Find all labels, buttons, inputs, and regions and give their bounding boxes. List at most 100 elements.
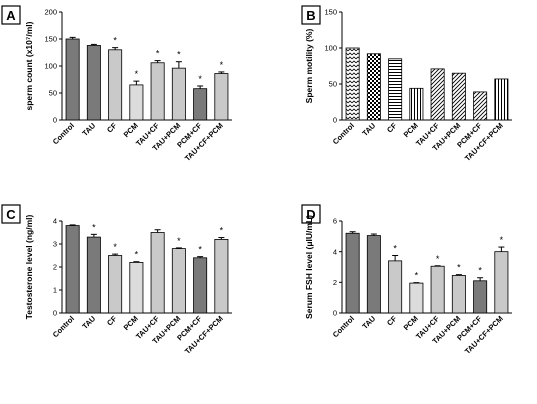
- x-tick-label: CF: [385, 314, 399, 328]
- x-tick-label: Control: [51, 121, 76, 146]
- significance-marker: *: [113, 242, 117, 252]
- y-tick-label: 1: [53, 286, 57, 295]
- x-tick-label: Control: [331, 121, 356, 146]
- bar: [451, 72, 466, 121]
- bar: [345, 47, 360, 121]
- panel-label-box: [1, 204, 21, 224]
- y-axis-label: Sperm motility (%): [304, 29, 314, 104]
- x-tick-label: TAU: [360, 121, 377, 138]
- x-tick-label: TAU: [360, 314, 377, 331]
- x-tick-label: PCM: [402, 314, 420, 332]
- x-tick-label: CF: [105, 121, 119, 135]
- y-tick-label: 2: [53, 263, 57, 272]
- bar: [150, 232, 165, 314]
- panel-label: A: [6, 8, 16, 23]
- bar: [214, 73, 229, 121]
- significance-marker: *: [113, 36, 117, 46]
- panel-label: B: [306, 8, 315, 23]
- significance-marker: *: [500, 235, 504, 245]
- significance-marker: *: [436, 254, 440, 264]
- y-axis-label: Testosterone level (ng/ml): [24, 214, 34, 319]
- x-tick-label: Control: [331, 314, 356, 339]
- y-tick-label: 100: [44, 62, 57, 71]
- bar: [65, 225, 80, 314]
- x-tick-label: PCM: [122, 314, 140, 332]
- significance-marker: *: [135, 250, 139, 260]
- x-tick-label: Control: [51, 314, 76, 339]
- significance-marker: *: [156, 49, 160, 59]
- significance-marker: *: [177, 236, 181, 246]
- significance-marker: *: [135, 69, 139, 79]
- y-axis-label: sperm count (x10⁷/ml): [24, 21, 34, 110]
- bar: [171, 248, 186, 314]
- significance-marker: *: [415, 271, 419, 281]
- x-tick-label: CF: [385, 121, 399, 135]
- y-tick-label: 0: [53, 116, 57, 125]
- x-tick-label: TAU+CF+PCM: [463, 121, 505, 163]
- significance-marker: *: [478, 266, 482, 276]
- bar: [129, 84, 144, 121]
- y-tick-label: 200: [44, 8, 57, 17]
- y-tick-label: 150: [324, 8, 337, 17]
- y-tick-label: 2: [333, 278, 337, 287]
- bar: [409, 87, 424, 121]
- bar: [388, 260, 403, 314]
- bar: [108, 49, 123, 121]
- y-tick-label: 0: [53, 309, 57, 318]
- bar: [86, 45, 101, 121]
- y-tick-label: 50: [329, 80, 337, 89]
- y-tick-label: 4: [333, 247, 337, 256]
- y-tick-label: 3: [53, 240, 57, 249]
- significance-marker: *: [220, 226, 224, 236]
- bar: [494, 78, 509, 121]
- bar: [388, 58, 403, 121]
- bar: [108, 255, 123, 314]
- panel-label-box: [1, 5, 21, 25]
- y-tick-label: 4: [53, 217, 57, 226]
- panel-b-chart: B Sperm motility (%) 0 50 100 150 Control TAU CF…: [301, 5, 512, 163]
- x-tick-label: TAU+CF+PCM: [183, 121, 225, 163]
- significance-marker: *: [393, 244, 397, 254]
- bar: [430, 265, 445, 314]
- y-tick-label: 150: [44, 35, 57, 44]
- panel-label-box: [301, 204, 321, 224]
- x-tick-label: TAU+CF+PCM: [183, 314, 225, 356]
- bar: [129, 261, 144, 314]
- y-tick-label: 100: [324, 44, 337, 53]
- bar: [193, 88, 208, 121]
- y-axis-label: Serum FSH level (μIU/mL): [304, 215, 314, 319]
- panel-label: D: [306, 207, 315, 222]
- bar: [193, 257, 208, 314]
- x-tick-label: CF: [105, 314, 119, 328]
- x-tick-label: TAU: [80, 121, 97, 138]
- significance-marker: *: [198, 74, 202, 84]
- bar: [473, 91, 488, 121]
- bar: [150, 62, 165, 121]
- x-tick-label: TAU+CF+PCM: [463, 314, 505, 356]
- panel-label: C: [6, 207, 16, 222]
- bar: [366, 53, 381, 121]
- x-tick-label: PCM: [402, 121, 420, 139]
- x-tick-label: PCM: [122, 121, 140, 139]
- bar: [65, 38, 80, 121]
- significance-marker: *: [220, 60, 224, 70]
- panel-label-box: [301, 5, 321, 25]
- x-tick-label: TAU: [80, 314, 97, 331]
- significance-marker: *: [177, 50, 181, 60]
- panel-c-chart: C Testosterone level (ng/ml) 0 1 2 3 4 Control *…: [1, 204, 232, 356]
- bar: [171, 67, 186, 121]
- bar: [451, 275, 466, 314]
- y-tick-label: 50: [49, 89, 57, 98]
- bar: [409, 282, 424, 314]
- y-tick-label: 6: [333, 217, 337, 226]
- bar: [86, 236, 101, 314]
- significance-marker: *: [198, 245, 202, 255]
- y-tick-label: 0: [333, 116, 337, 125]
- y-tick-label: 0: [333, 309, 337, 318]
- significance-marker: *: [92, 222, 96, 232]
- significance-marker: *: [457, 263, 461, 273]
- bar: [345, 232, 360, 314]
